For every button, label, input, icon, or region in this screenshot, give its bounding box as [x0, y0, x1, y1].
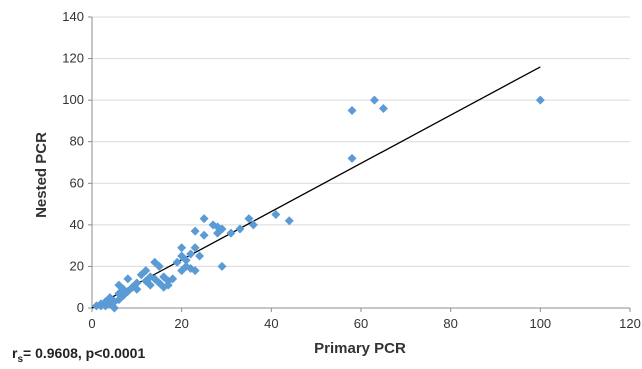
y-tick-label: 140 — [62, 9, 84, 24]
stat-text: = 0.9608, p<0.0001 — [23, 345, 146, 361]
data-point — [145, 280, 155, 290]
data-point — [217, 261, 227, 271]
data-point — [217, 224, 227, 234]
y-tick-label: 40 — [70, 217, 84, 232]
data-point — [132, 284, 142, 294]
data-point — [199, 230, 209, 240]
data-point — [369, 95, 379, 105]
data-point — [271, 209, 281, 219]
data-point — [248, 220, 258, 230]
data-points — [91, 95, 545, 313]
data-point — [284, 216, 294, 226]
data-point — [181, 255, 191, 265]
x-tick-label: 100 — [529, 316, 551, 331]
x-tick-label: 80 — [443, 316, 457, 331]
x-tick-label: 60 — [354, 316, 368, 331]
x-tick-label: 0 — [88, 316, 95, 331]
data-point — [190, 243, 200, 253]
data-point — [168, 274, 178, 284]
data-point — [123, 274, 133, 284]
data-point — [132, 278, 142, 288]
data-point — [109, 303, 119, 313]
data-point — [190, 226, 200, 236]
y-tick-labels: 0 20 40 60 80 100 120 140 — [62, 9, 84, 315]
correlation-statistic: rs= 0.9608, p<0.0001 — [12, 345, 145, 365]
data-point — [347, 153, 357, 163]
y-tick-label: 100 — [62, 92, 84, 107]
data-point — [195, 251, 205, 261]
y-tick-label: 20 — [70, 258, 84, 273]
y-tick-label: 120 — [62, 51, 84, 66]
data-point — [172, 257, 182, 267]
x-tick-label: 120 — [619, 316, 641, 331]
x-axis-label: Primary PCR — [314, 340, 406, 357]
data-point — [378, 103, 388, 113]
trendline — [91, 66, 541, 309]
data-point — [235, 224, 245, 234]
data-point — [186, 249, 196, 259]
y-tick-label: 60 — [70, 175, 84, 190]
axes — [88, 16, 631, 312]
x-tick-labels: 0 20 40 60 80 100 120 — [88, 316, 640, 331]
r-subscript: s — [17, 353, 24, 365]
data-point — [226, 228, 236, 238]
x-tick-label: 40 — [264, 316, 278, 331]
data-point — [141, 266, 151, 276]
data-point — [347, 106, 357, 116]
y-tick-label: 0 — [77, 300, 84, 315]
data-point — [177, 243, 187, 253]
data-point — [199, 214, 209, 224]
data-point — [190, 266, 200, 276]
y-tick-label: 80 — [70, 134, 84, 149]
r-symbol: r — [12, 345, 18, 361]
data-point — [535, 95, 545, 105]
trendline-group — [91, 66, 541, 309]
gridlines — [92, 16, 630, 267]
y-axis-label: Nested PCR — [33, 132, 50, 218]
data-point — [244, 214, 254, 224]
x-tick-label: 20 — [174, 316, 188, 331]
data-point — [154, 261, 164, 271]
